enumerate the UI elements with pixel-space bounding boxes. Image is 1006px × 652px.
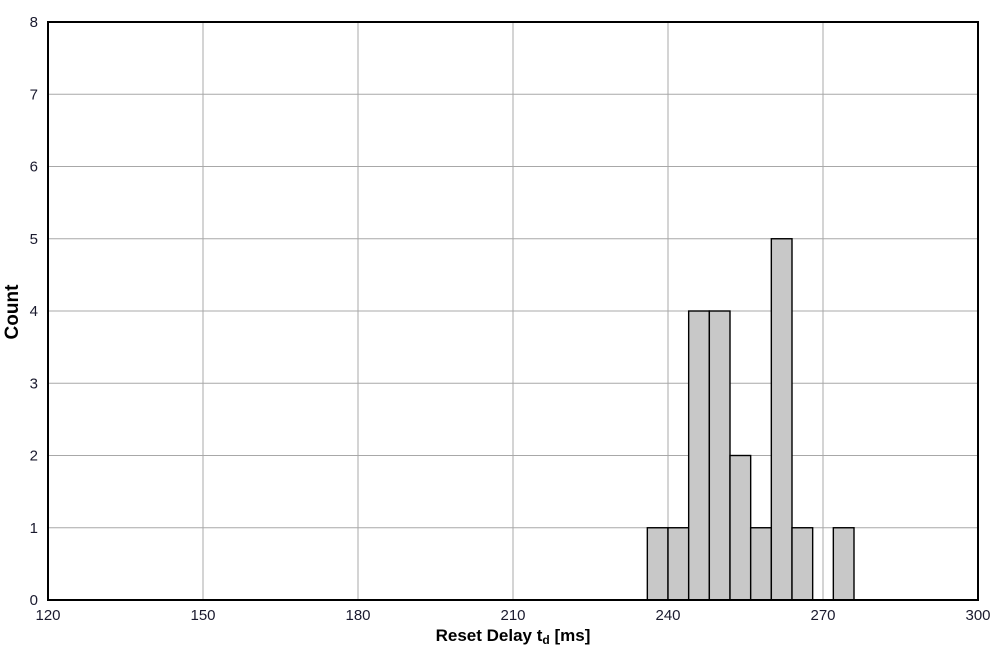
svg-text:270: 270 [810,607,835,624]
svg-text:7: 7 [30,86,38,103]
svg-text:1: 1 [30,520,38,537]
svg-text:3: 3 [30,375,38,392]
svg-text:180: 180 [345,607,370,624]
svg-text:6: 6 [30,159,38,176]
svg-text:210: 210 [500,607,525,624]
svg-text:300: 300 [965,607,990,624]
svg-text:150: 150 [190,607,215,624]
svg-text:4: 4 [30,303,38,320]
svg-text:Count: Count [2,284,23,340]
svg-text:120: 120 [35,607,60,624]
svg-text:Reset Delay td [ms]: Reset Delay td [ms] [436,626,591,647]
svg-text:8: 8 [30,14,38,31]
svg-text:2: 2 [30,448,38,465]
svg-text:5: 5 [30,231,38,248]
svg-text:240: 240 [655,607,680,624]
